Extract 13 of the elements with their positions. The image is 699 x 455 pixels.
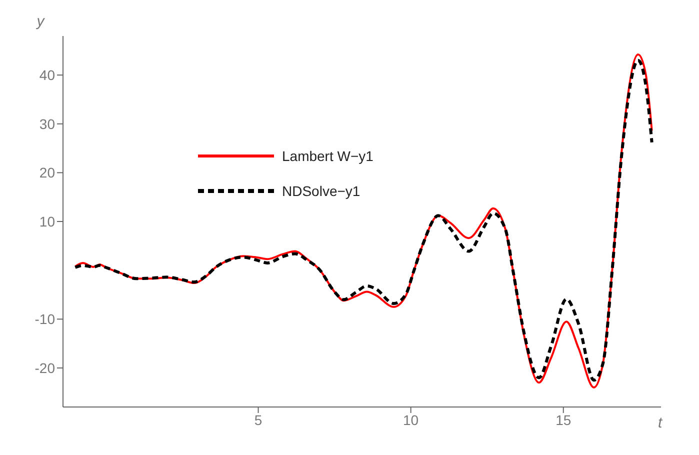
y-tick-label: 40 bbox=[39, 67, 56, 84]
legend-label: Lambert W−y1 bbox=[282, 148, 374, 164]
y-tick-label: 30 bbox=[39, 116, 56, 132]
x-tick-label: 10 bbox=[403, 412, 419, 428]
x-tick-label: 5 bbox=[254, 412, 262, 428]
y-tick-label: 20 bbox=[39, 164, 56, 181]
x-axis-title: t bbox=[658, 414, 663, 432]
y-tick-label: 10 bbox=[39, 213, 56, 230]
y-axis-title: y bbox=[36, 13, 46, 30]
legend-label: NDSolve−y1 bbox=[282, 182, 360, 198]
x-tick-label: 15 bbox=[556, 412, 572, 428]
y-tick-label: -10 bbox=[34, 311, 56, 328]
y-tick-label: -20 bbox=[34, 360, 56, 376]
